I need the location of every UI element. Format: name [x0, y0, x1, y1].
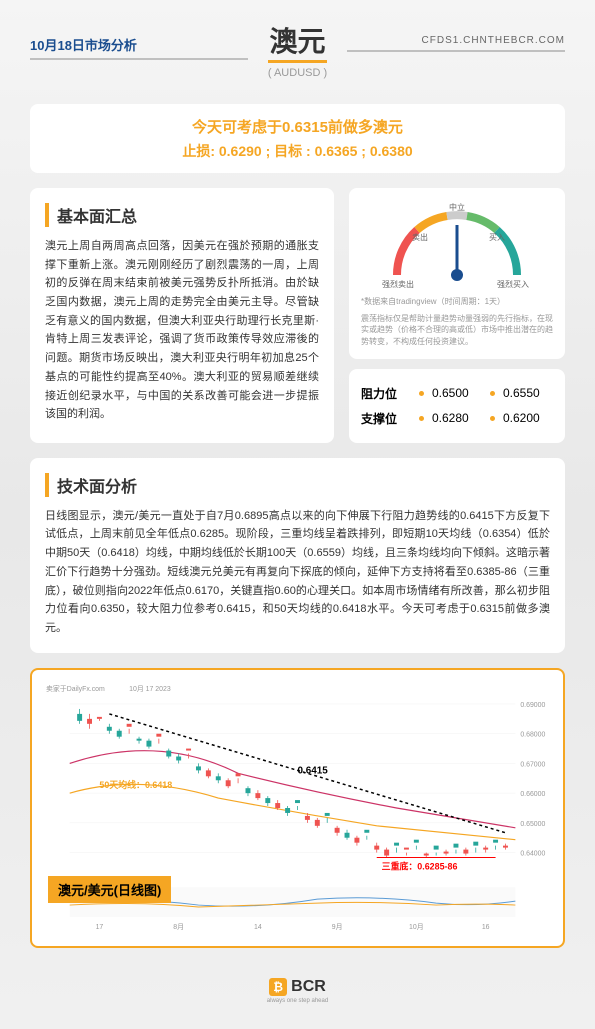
- technical-card: 技术面分析 日线图显示，澳元/美元一直处于自7月0.6895高点以来的向下伸展下…: [30, 458, 565, 653]
- chart-card: 卖家于DailyFx.com 10月 17 2023 0.69000 0.6800…: [30, 668, 565, 948]
- svg-text:0.65000: 0.65000: [520, 820, 545, 827]
- gauge-source-note: *数据来自tradingview（时间周期：1天）: [361, 296, 553, 307]
- resistance-label: 阻力位: [361, 385, 411, 402]
- svg-text:10月 17 2023: 10月 17 2023: [129, 685, 171, 693]
- resistance-value-2: 0.6550: [503, 386, 553, 400]
- currency-title: 澳元: [268, 20, 327, 63]
- recommendation-levels: 止损: 0.6290 ; 目标 : 0.6365 ; 0.6380: [42, 141, 553, 161]
- levels-card: 阻力位 0.6500 0.6550 支撑位 0.6280 0.6200: [349, 369, 565, 443]
- bullet-icon: [490, 391, 495, 396]
- technical-text: 日线图显示，澳元/美元一直处于自7月0.6895高点以来的向下伸展下行阻力趋势线…: [45, 507, 550, 638]
- svg-text:三重底：0.6285-86: 三重底：0.6285-86: [382, 860, 458, 871]
- support-value-2: 0.6200: [503, 411, 553, 425]
- support-label: 支撑位: [361, 410, 411, 427]
- fundamental-text: 澳元上周自两周高点回落，因美元在强於预期的通胀支撑下重新上涨。澳元刚刚经历了剧烈…: [45, 237, 319, 424]
- footer: ₿ BCR always one step ahead: [0, 963, 595, 1009]
- resistance-value-1: 0.6500: [432, 386, 482, 400]
- currency-pair: ( AUDUSD ): [268, 67, 327, 79]
- header-title-block: 澳元 ( AUDUSD ): [268, 20, 327, 79]
- svg-text:0.69000: 0.69000: [520, 702, 545, 709]
- svg-text:0.66000: 0.66000: [520, 791, 545, 798]
- bullet-icon: [419, 416, 424, 421]
- svg-text:14: 14: [254, 923, 262, 930]
- chart-title-badge: 澳元/美元(日线图): [48, 876, 171, 903]
- bullet-icon: [490, 416, 495, 421]
- gauge-disclaimer: 震荡指标仅是帮助计量趋势动量强弱的先行指标，在现实或趋势（价格不合理的高或低）市…: [361, 313, 553, 347]
- source-url: CFDS1.CHNTHEBCR.COM: [347, 35, 565, 52]
- recommendation-entry: 今天可考虑于0.6315前做多澳元: [42, 116, 553, 137]
- fundamental-title: 基本面汇总: [45, 203, 319, 227]
- svg-text:50天均线：0.6418: 50天均线：0.6418: [99, 779, 172, 790]
- bullet-icon: [419, 391, 424, 396]
- svg-text:8月: 8月: [173, 922, 184, 930]
- trade-recommendation: 今天可考虑于0.6315前做多澳元 止损: 0.6290 ; 目标 : 0.63…: [30, 104, 565, 173]
- svg-text:强烈买入: 强烈买入: [497, 280, 529, 289]
- svg-text:0.67000: 0.67000: [520, 761, 545, 768]
- svg-text:16: 16: [482, 923, 490, 930]
- brand-logo: ₿ BCR: [269, 978, 326, 996]
- fundamental-card: 基本面汇总 澳元上周自两周高点回落，因美元在强於预期的通胀支撑下重新上涨。澳元刚…: [30, 188, 334, 443]
- svg-text:强烈卖出: 强烈卖出: [382, 279, 414, 289]
- resistance-row: 阻力位 0.6500 0.6550: [361, 381, 553, 406]
- logo-icon: ₿: [269, 978, 287, 996]
- sentiment-gauge: 卖出 中立 买入 强烈卖出 强烈买入: [377, 200, 537, 290]
- svg-text:0.6415: 0.6415: [298, 765, 329, 776]
- svg-text:0.64000: 0.64000: [520, 850, 545, 857]
- svg-text:卖家于DailyFx.com: 卖家于DailyFx.com: [46, 684, 105, 693]
- svg-text:9月: 9月: [332, 922, 343, 930]
- svg-text:卖出: 卖出: [412, 232, 428, 242]
- svg-text:中立: 中立: [449, 202, 465, 212]
- support-row: 支撑位 0.6280 0.6200: [361, 406, 553, 431]
- technical-title: 技术面分析: [45, 473, 550, 497]
- svg-text:0.68000: 0.68000: [520, 731, 545, 738]
- brand-name: BCR: [291, 978, 326, 996]
- report-date: 10月18日市场分析: [30, 35, 248, 60]
- svg-text:17: 17: [96, 923, 104, 930]
- svg-text:10月: 10月: [409, 922, 424, 930]
- brand-tagline: always one step ahead: [0, 998, 595, 1004]
- support-value-1: 0.6280: [432, 411, 482, 425]
- sentiment-gauge-card: 卖出 中立 买入 强烈卖出 强烈买入 *数据来自tradingview（时间周期…: [349, 188, 565, 359]
- svg-text:买入: 买入: [489, 233, 505, 242]
